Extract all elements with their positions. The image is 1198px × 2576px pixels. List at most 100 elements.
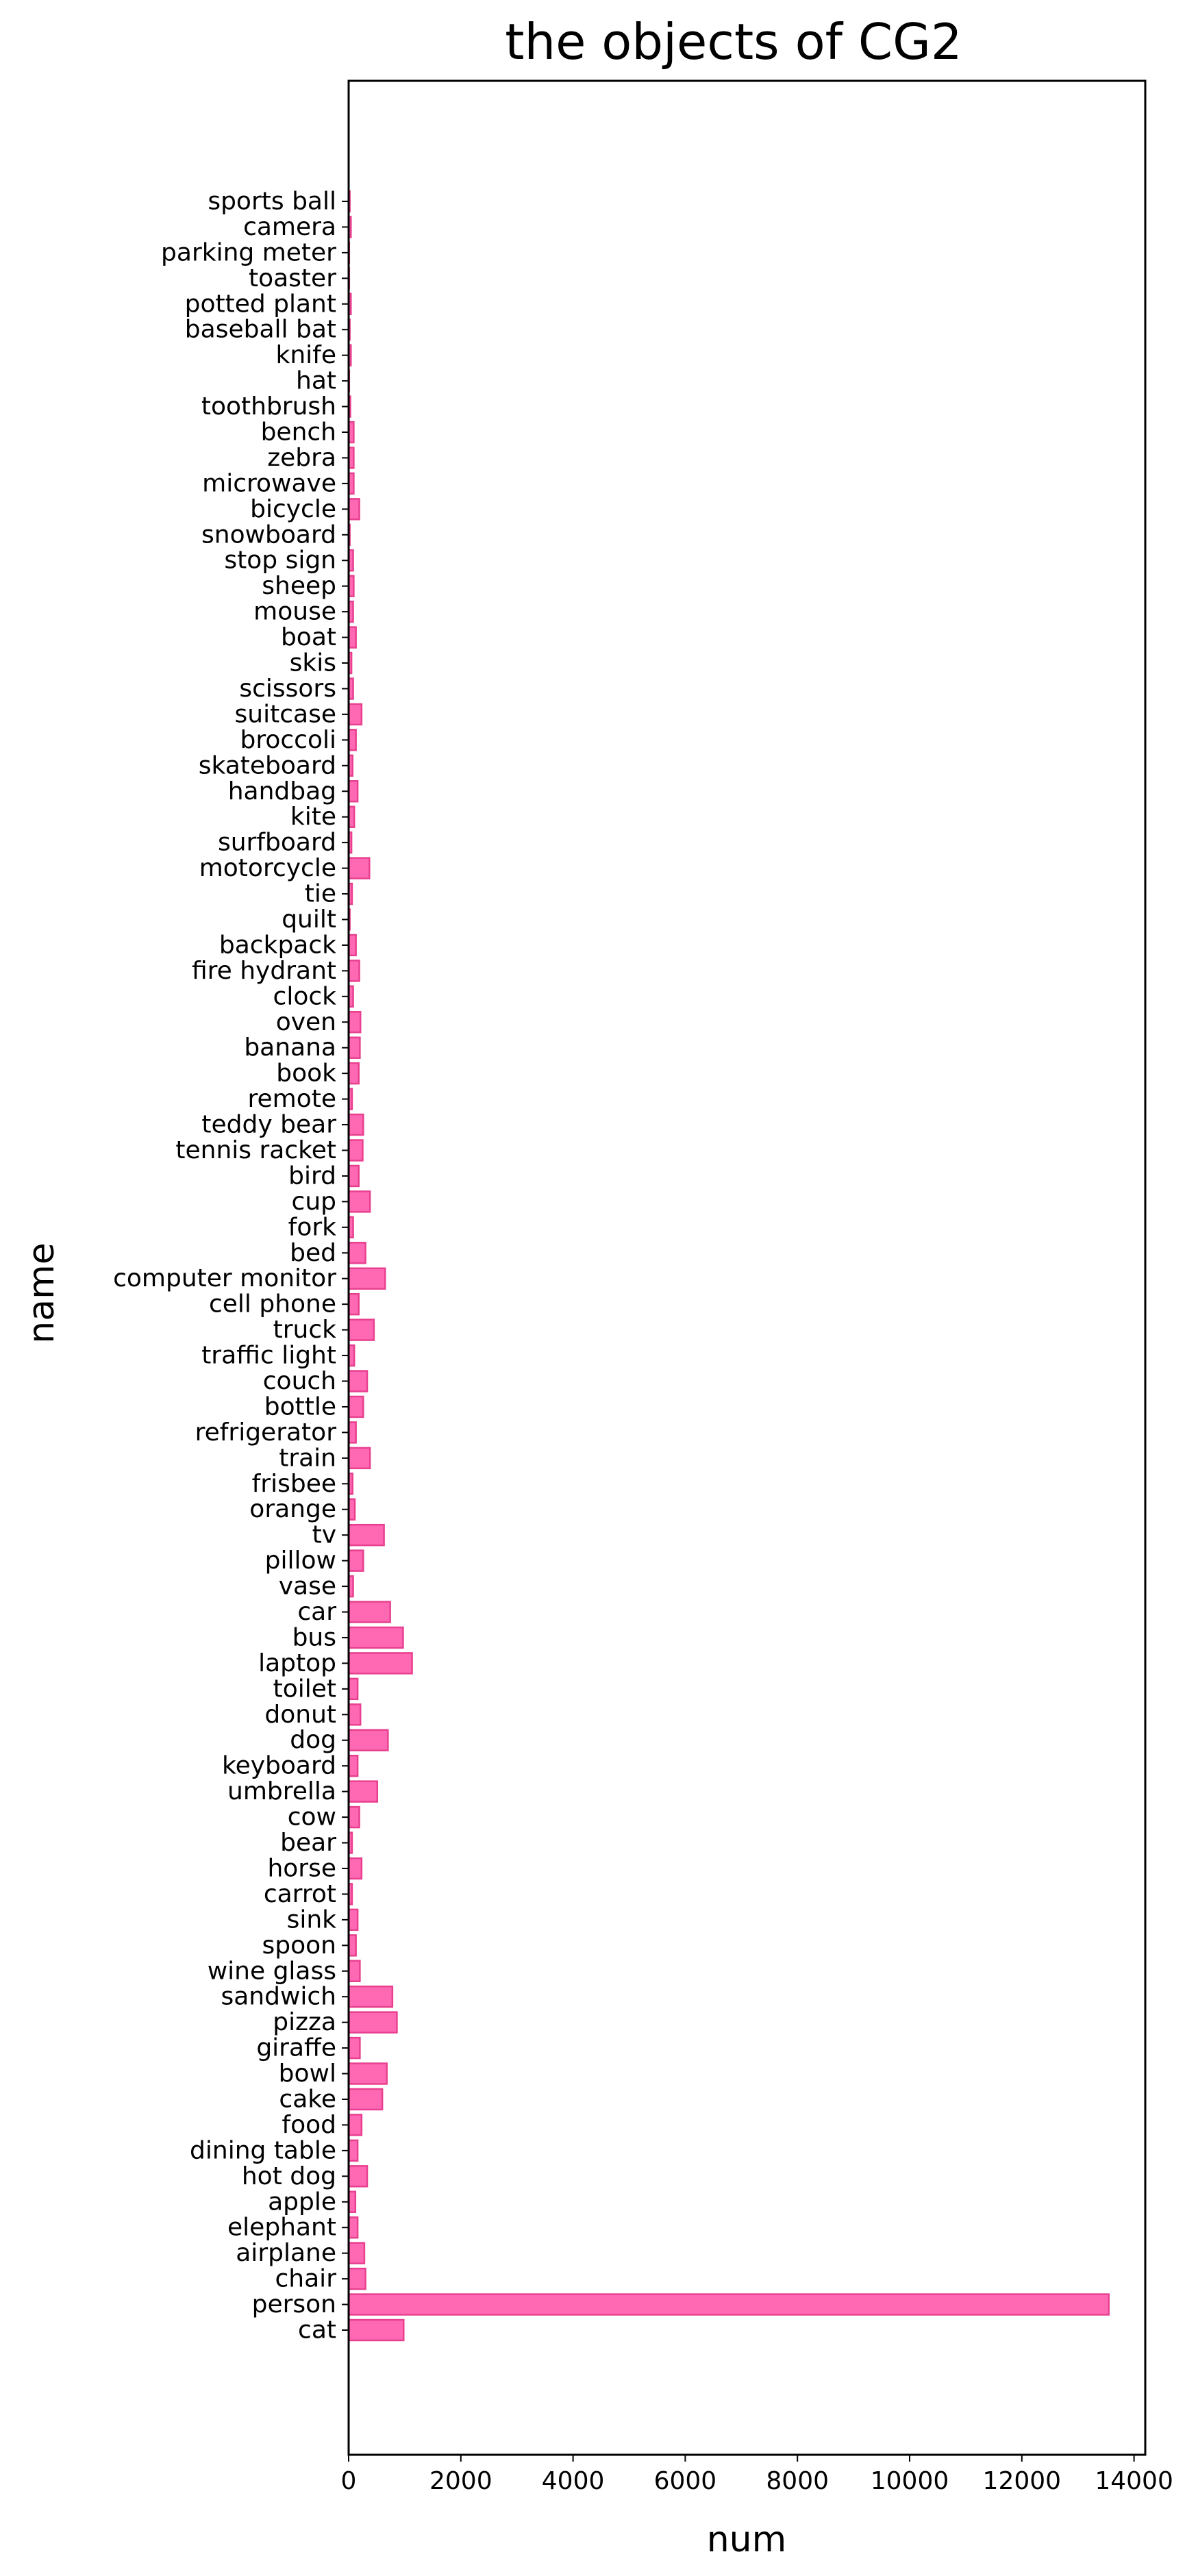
bar-bottle [347, 1395, 364, 1418]
y-tick-label: apple [268, 2188, 336, 2216]
y-tick-label: airplane [236, 2239, 336, 2267]
bar-cup [347, 1190, 371, 1213]
y-tick-label: laptop [258, 1649, 336, 1677]
bar-horse [347, 1857, 363, 1880]
bar-couch [347, 1370, 369, 1392]
bar-airplane [347, 2242, 366, 2264]
y-tick-label: potted plant [185, 290, 336, 318]
x-tick-label: 8000 [766, 2467, 829, 2495]
y-tick-label: traffic light [201, 1342, 336, 1370]
y-tick-label: orange [249, 1495, 336, 1523]
y-tick-label: motorcycle [199, 854, 336, 882]
bar-suitcase [347, 703, 363, 726]
bar-cell-phone [347, 1292, 360, 1316]
x-tick-label: 14000 [1095, 2467, 1173, 2495]
bar-bird [347, 1164, 360, 1188]
y-tick-label: pizza [273, 2008, 336, 2036]
y-tick-label: vase [279, 1573, 336, 1601]
y-tick-label: remote [247, 1085, 336, 1113]
bar-refrigerator [347, 1421, 357, 1444]
bar-tennis-racket [347, 1139, 364, 1162]
bar-broccoli [347, 729, 357, 751]
y-tick-label: car [297, 1598, 336, 1626]
y-tick-label: cat [298, 2316, 336, 2344]
y-tick-label: truck [273, 1316, 337, 1344]
y-tick-label: broccoli [240, 726, 336, 754]
y-tick-label: bear [280, 1829, 336, 1857]
bar-spoon [347, 1934, 357, 1957]
bar-wine-glass [347, 1960, 361, 1982]
y-tick-label: horse [267, 1854, 336, 1882]
x-tick-label: 0 [341, 2467, 357, 2495]
bar-cat [347, 2318, 405, 2342]
bar-motorcycle [347, 857, 371, 879]
y-tick-label: sports ball [208, 188, 336, 216]
y-tick-label: boat [281, 623, 336, 651]
y-tick-label: computer monitor [113, 1264, 336, 1292]
y-tick-label: bench [261, 418, 336, 447]
x-tick-label: 2000 [429, 2467, 492, 2495]
bar-pizza [347, 2011, 398, 2034]
y-tick-label: skis [290, 649, 336, 677]
y-tick-label: clock [273, 982, 337, 1010]
y-tick-label: bird [288, 1162, 336, 1190]
x-tick-label: 4000 [542, 2467, 605, 2495]
y-tick-label: surfboard [218, 829, 336, 857]
bar-banana [347, 1036, 361, 1059]
y-tick-label: baseball bat [185, 316, 336, 344]
bar-cake [347, 2088, 384, 2111]
bar-teddy-bear [347, 1113, 364, 1136]
y-tick-label: sink [287, 1905, 337, 1934]
bar-handbag [347, 780, 359, 803]
y-tick-label: toilet [273, 1675, 336, 1703]
bar-elephant [347, 2216, 359, 2239]
x-tick-label: 6000 [654, 2467, 717, 2495]
bar-hot-dog [347, 2165, 369, 2188]
bar-computer-monitor [347, 1267, 386, 1290]
y-tick-label: carrot [264, 1880, 336, 1908]
y-tick-label: stop sign [224, 547, 336, 575]
y-tick-label: couch [263, 1367, 336, 1395]
y-tick-label: microwave [202, 469, 336, 497]
bar-dog [347, 1729, 389, 1751]
bar-train [347, 1447, 371, 1470]
y-tick-label: wine glass [208, 1957, 336, 1985]
y-tick-label: suitcase [235, 700, 336, 728]
bar-sink [347, 1908, 359, 1931]
y-tick-label: sandwich [221, 1983, 336, 2011]
y-tick-label: mouse [253, 598, 336, 626]
y-tick-label: cell phone [209, 1290, 336, 1318]
y-tick-label: toaster [249, 264, 336, 292]
y-tick-label: train [279, 1444, 336, 1472]
bar-oven [347, 1011, 362, 1034]
y-tick-label: bus [292, 1623, 336, 1651]
y-tick-label: kite [290, 803, 336, 831]
y-tick-label: keyboard [222, 1752, 336, 1780]
bar-fire-hydrant [347, 960, 360, 982]
x-axis-ticks: 0 2000 4000 6000 8000 10000 12000 14000 [341, 2455, 1173, 2495]
y-tick-label: bottle [264, 1392, 336, 1421]
y-tick-label: chair [275, 2265, 337, 2293]
bar-chair [347, 2267, 366, 2290]
y-tick-label: food [282, 2111, 336, 2139]
y-tick-label: bowl [279, 2060, 336, 2088]
y-tick-label: refrigerator [195, 1418, 337, 1447]
y-tick-label: spoon [262, 1931, 336, 1960]
y-tick-label: teddy bear [201, 1111, 336, 1139]
y-tick-label: handbag [228, 777, 336, 805]
y-tick-label: tie [305, 880, 336, 908]
bar-series [347, 190, 1110, 2342]
y-tick-label: pillow [265, 1547, 336, 1575]
bar-bicycle [347, 498, 360, 521]
y-tick-label: scissors [239, 675, 336, 703]
bar-tv [347, 1523, 385, 1547]
bar-food [347, 2114, 363, 2136]
y-tick-label: banana [244, 1034, 336, 1062]
y-tick-label: toothbrush [201, 392, 336, 421]
y-tick-label: sheep [262, 572, 336, 600]
bar-dining-table [347, 2139, 359, 2162]
bar-boat [347, 626, 357, 649]
y-tick-label: dog [290, 1726, 336, 1754]
